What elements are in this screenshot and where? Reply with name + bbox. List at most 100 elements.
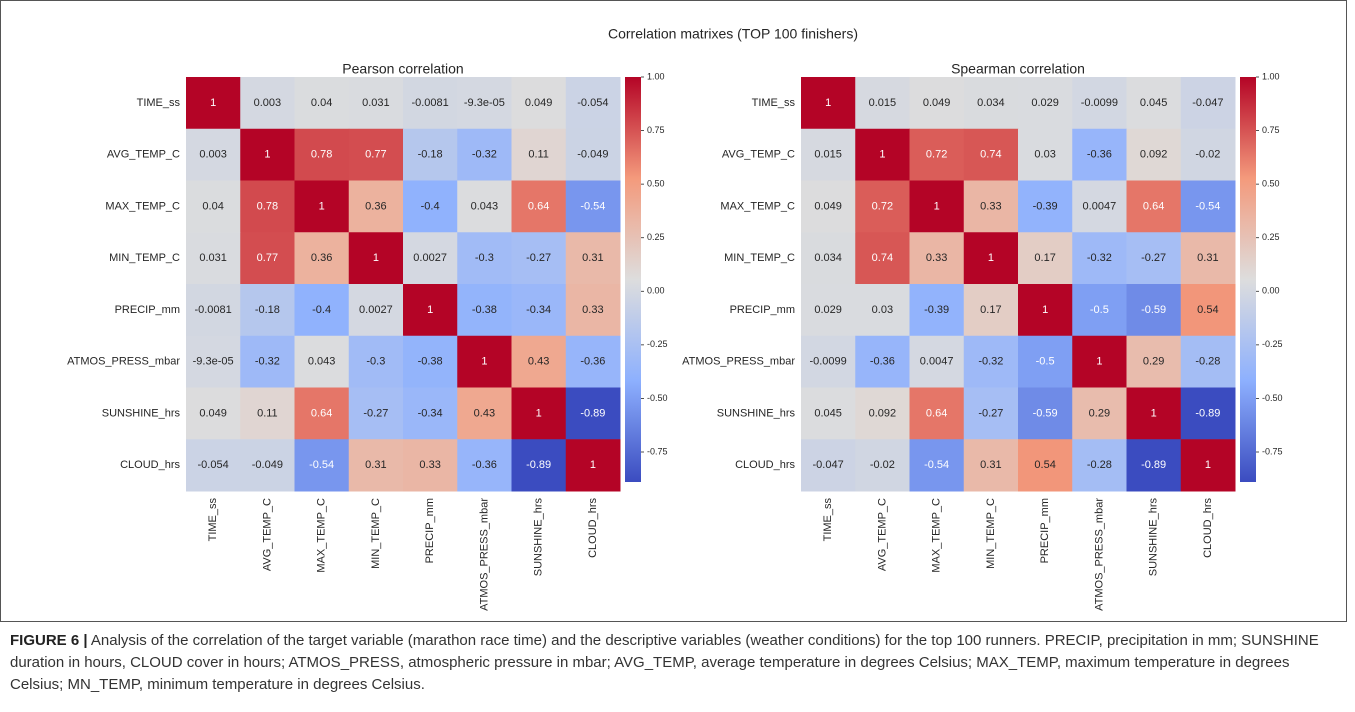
heatmap-cell	[1072, 232, 1127, 285]
heatmap-cell	[565, 180, 621, 233]
caption-label: FIGURE 6 |	[10, 632, 88, 649]
cell-label: -0.39	[924, 304, 949, 316]
cell-label: -0.27	[978, 407, 1003, 419]
cell-label: -0.047	[1192, 97, 1223, 109]
cell-label: 1	[481, 356, 487, 368]
cell-label: -0.047	[813, 459, 844, 471]
heatmap-cell	[457, 180, 512, 233]
cell-label: 1	[1096, 356, 1102, 368]
heatmap-cell	[457, 232, 512, 285]
heatmap-cell	[511, 232, 567, 285]
y-tick-label: ATMOS_PRESS_mbar	[67, 356, 180, 368]
x-tick-label: MIN_TEMP_C	[370, 498, 382, 569]
heatmap-cell	[1180, 335, 1236, 388]
cell-label: -0.39	[1033, 200, 1058, 212]
heatmap-cell	[294, 180, 350, 233]
colorbar	[1240, 77, 1256, 482]
heatmap-cell	[294, 387, 350, 440]
colorbar-tick-label: -0.75	[647, 446, 668, 456]
x-tick-label: CLOUD_hrs	[1202, 498, 1214, 558]
heatmap-cell	[565, 335, 621, 388]
y-tick-label: ATMOS_PRESS_mbar	[682, 356, 795, 368]
heatmap-cell	[1126, 232, 1182, 285]
cell-label: -0.3	[475, 252, 494, 264]
heatmap-cell	[1180, 439, 1236, 492]
heatmap-cell	[348, 77, 404, 130]
cell-label: 0.33	[582, 304, 603, 316]
heatmap-cell	[1018, 232, 1073, 285]
cell-label: 0.78	[257, 200, 278, 212]
colorbar-tick-label: 1.00	[647, 71, 665, 81]
heatmap-cell	[186, 232, 241, 285]
x-tick-label: MAX_TEMP_C	[316, 498, 328, 573]
cell-label: -0.59	[1033, 407, 1058, 419]
heatmap-cell	[457, 77, 512, 130]
heatmap-cell	[511, 284, 567, 337]
heatmap-cell	[1072, 128, 1127, 181]
cell-label: -0.4	[312, 304, 331, 316]
heatmap-cell	[1072, 180, 1127, 233]
cell-label: -0.36	[1087, 149, 1112, 161]
cell-label: 1	[427, 304, 433, 316]
colorbar	[625, 77, 641, 482]
colorbar-tick-label: 0.00	[1262, 286, 1280, 296]
cell-label: 0.034	[814, 252, 842, 264]
cell-label: 0.31	[980, 459, 1001, 471]
heatmap-cell	[909, 232, 965, 285]
y-tick-label: AVG_TEMP_C	[107, 149, 180, 161]
cell-label: -0.27	[1141, 252, 1166, 264]
cell-label: -0.049	[577, 149, 608, 161]
heatmap-cell	[1018, 439, 1073, 492]
cell-label: 0.092	[1140, 149, 1168, 161]
cell-label: -0.38	[418, 356, 443, 368]
colorbar-tick-label: 0.75	[1262, 125, 1280, 135]
cell-label: 0.045	[1140, 97, 1168, 109]
heatmap-cell	[348, 284, 404, 337]
heatmap-cell	[855, 128, 910, 181]
cell-label: -0.5	[1090, 304, 1109, 316]
cell-label: -0.5	[1036, 356, 1055, 368]
heatmap-cell	[909, 335, 965, 388]
y-tick-label: SUNSHINE_hrs	[102, 407, 181, 419]
heatmap-cell	[1018, 284, 1073, 337]
cell-label: 0.03	[872, 304, 893, 316]
y-tick-label: MIN_TEMP_C	[109, 252, 180, 264]
cell-label: -0.0081	[194, 304, 231, 316]
y-tick-label: PRECIP_mm	[115, 304, 180, 316]
heatmap-cell	[511, 335, 567, 388]
cell-label: 1	[1205, 459, 1211, 471]
subplot-title: Pearson correlation	[342, 61, 463, 77]
heatmap-cell	[1180, 387, 1236, 440]
heatmap-cell	[1126, 77, 1182, 130]
heatmap-cell	[565, 439, 621, 492]
colorbar-tick-label: 0.50	[647, 179, 665, 189]
cell-label: -0.54	[1195, 200, 1220, 212]
heatmap-cell	[1180, 77, 1236, 130]
heatmap-cell	[1018, 128, 1073, 181]
cell-label: 0.003	[199, 149, 227, 161]
y-tick-label: MIN_TEMP_C	[724, 252, 795, 264]
cell-label: 0.33	[419, 459, 440, 471]
heatmap-cell	[1018, 335, 1073, 388]
colorbar-tick-label: -0.75	[1262, 446, 1283, 456]
heatmap-cell	[909, 128, 965, 181]
cell-label: 0.33	[980, 200, 1001, 212]
cell-label: -0.02	[870, 459, 895, 471]
heatmap-cell	[565, 284, 621, 337]
x-tick-label: ATMOS_PRESS_mbar	[1093, 498, 1105, 611]
x-tick-label: MAX_TEMP_C	[931, 498, 943, 573]
x-tick-label: PRECIP_mm	[424, 498, 436, 563]
cell-label: 0.77	[365, 149, 386, 161]
heatmap-cell	[511, 387, 567, 440]
colorbar-tick-label: 0.75	[647, 125, 665, 135]
cell-label: -0.89	[1195, 407, 1220, 419]
heatmap-cell	[457, 387, 512, 440]
heatmap-cell	[855, 232, 910, 285]
heatmap-cell	[1180, 180, 1236, 233]
cell-label: 0.33	[926, 252, 947, 264]
cell-label: -0.27	[363, 407, 388, 419]
heatmap-cell	[294, 335, 350, 388]
cell-label: 0.029	[814, 304, 842, 316]
heatmap-cell	[511, 77, 567, 130]
caption-text: Analysis of the correlation of the targe…	[10, 632, 1319, 693]
